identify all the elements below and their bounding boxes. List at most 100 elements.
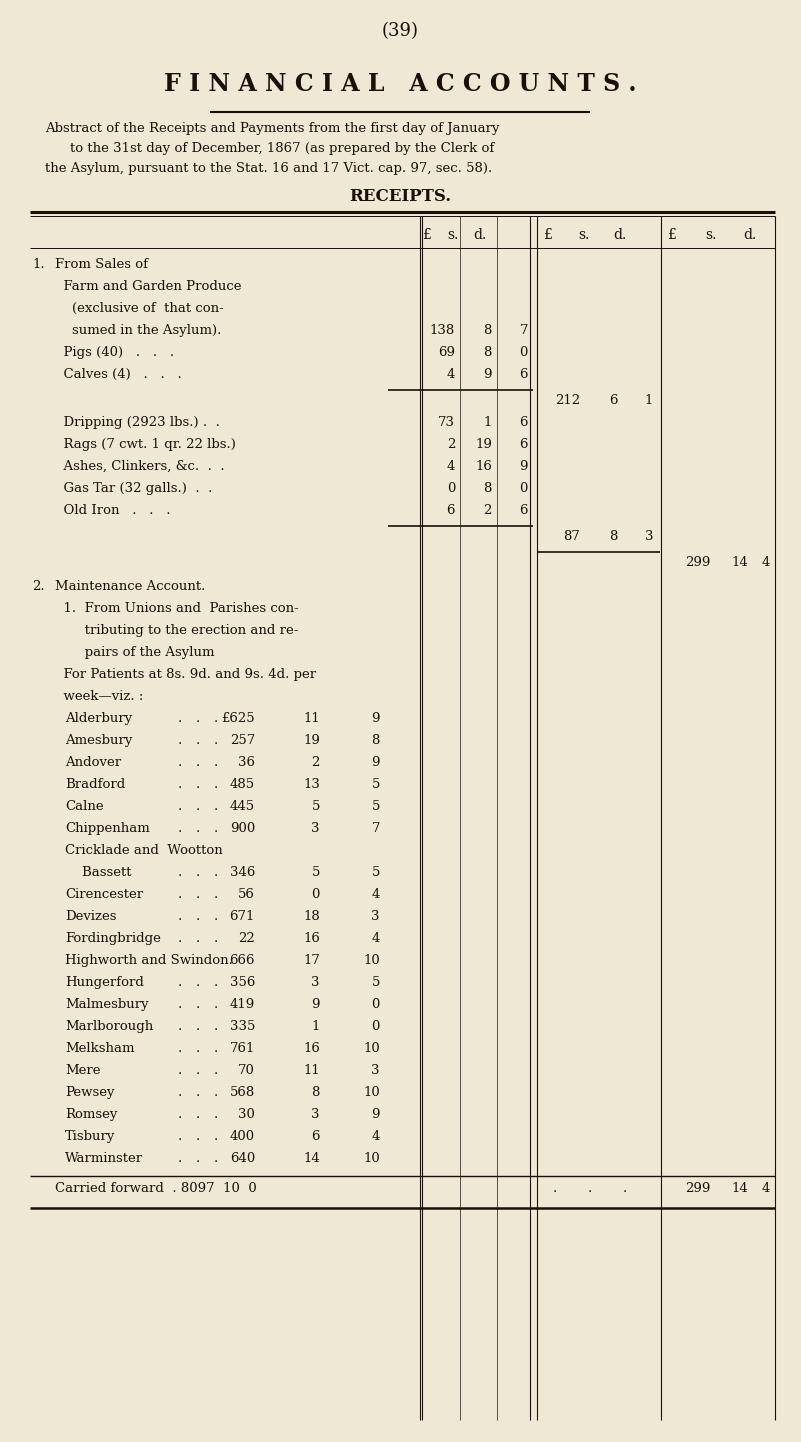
Text: £: £ (667, 228, 676, 242)
Text: .: . (196, 910, 200, 923)
Text: Calne: Calne (65, 800, 103, 813)
Text: 16: 16 (303, 932, 320, 945)
Text: 2.: 2. (32, 580, 45, 593)
Text: 19: 19 (303, 734, 320, 747)
Text: F I N A N C I A L   A C C O U N T S .: F I N A N C I A L A C C O U N T S . (163, 72, 636, 97)
Text: .: . (196, 1131, 200, 1144)
Text: .: . (178, 1019, 182, 1032)
Text: .: . (196, 1086, 200, 1099)
Text: Rags (7 cwt. 1 qr. 22 lbs.): Rags (7 cwt. 1 qr. 22 lbs.) (55, 438, 235, 451)
Text: .: . (214, 976, 218, 989)
Text: £625: £625 (221, 712, 255, 725)
Text: 3: 3 (312, 822, 320, 835)
Text: 5: 5 (372, 867, 380, 880)
Text: .: . (178, 1064, 182, 1077)
Text: 1: 1 (312, 1019, 320, 1032)
Text: (exclusive of  that con-: (exclusive of that con- (55, 301, 223, 314)
Text: 8: 8 (312, 1086, 320, 1099)
Text: 4: 4 (372, 1131, 380, 1144)
Text: 3: 3 (312, 976, 320, 989)
Text: 9: 9 (372, 1107, 380, 1120)
Text: d.: d. (613, 228, 626, 242)
Text: 0: 0 (447, 482, 455, 495)
Text: .: . (178, 1152, 182, 1165)
Text: 4: 4 (762, 1182, 770, 1195)
Text: .: . (178, 976, 182, 989)
Text: 17: 17 (303, 955, 320, 968)
Text: 761: 761 (230, 1043, 255, 1056)
Text: 4: 4 (447, 460, 455, 473)
Text: .: . (196, 800, 200, 813)
Text: sumed in the Asylum).: sumed in the Asylum). (55, 324, 221, 337)
Text: 0: 0 (520, 346, 528, 359)
Text: .: . (214, 1019, 218, 1032)
Text: d.: d. (473, 228, 486, 242)
Text: 1.: 1. (32, 258, 45, 271)
Text: 8: 8 (484, 482, 492, 495)
Text: Ashes, Clinkers, &c.  .  .: Ashes, Clinkers, &c. . . (55, 460, 224, 473)
Text: .: . (196, 932, 200, 945)
Text: 9: 9 (372, 712, 380, 725)
Text: Mere: Mere (65, 1064, 100, 1077)
Text: 299: 299 (685, 557, 710, 570)
Text: 400: 400 (230, 1131, 255, 1144)
Text: Dripping (2923 lbs.) .  .: Dripping (2923 lbs.) . . (55, 415, 220, 430)
Text: 4: 4 (447, 368, 455, 381)
Text: .: . (214, 779, 218, 792)
Text: .: . (214, 756, 218, 769)
Text: .: . (214, 712, 218, 725)
Text: to the 31st day of December, 1867 (as prepared by the Clerk of: to the 31st day of December, 1867 (as pr… (70, 141, 494, 154)
Text: 18: 18 (304, 910, 320, 923)
Text: 9: 9 (372, 756, 380, 769)
Text: 1: 1 (645, 394, 653, 407)
Text: 0: 0 (372, 1019, 380, 1032)
Text: 4: 4 (762, 557, 770, 570)
Text: 87: 87 (563, 531, 580, 544)
Text: 8: 8 (484, 346, 492, 359)
Text: 568: 568 (230, 1086, 255, 1099)
Text: 0: 0 (312, 888, 320, 901)
Text: .: . (178, 734, 182, 747)
Text: .: . (214, 1043, 218, 1056)
Text: Devizes: Devizes (65, 910, 116, 923)
Text: .: . (196, 1152, 200, 1165)
Text: £: £ (543, 228, 552, 242)
Text: 16: 16 (475, 460, 492, 473)
Text: 6: 6 (520, 368, 528, 381)
Text: 3: 3 (372, 1064, 380, 1077)
Text: 11: 11 (304, 1064, 320, 1077)
Text: .: . (178, 800, 182, 813)
Text: .: . (178, 779, 182, 792)
Text: 335: 335 (230, 1019, 255, 1032)
Text: .: . (196, 888, 200, 901)
Text: .: . (178, 932, 182, 945)
Text: .: . (196, 822, 200, 835)
Text: the Asylum, pursuant to the Stat. 16 and 17 Vict. cap. 97, sec. 58).: the Asylum, pursuant to the Stat. 16 and… (45, 162, 493, 174)
Text: .: . (178, 867, 182, 880)
Text: .: . (214, 910, 218, 923)
Text: 5: 5 (372, 976, 380, 989)
Text: 3: 3 (645, 531, 653, 544)
Text: .: . (214, 734, 218, 747)
Text: 9: 9 (484, 368, 492, 381)
Text: pairs of the Asylum: pairs of the Asylum (55, 646, 215, 659)
Text: 299: 299 (685, 1182, 710, 1195)
Text: .: . (178, 712, 182, 725)
Text: d.: d. (743, 228, 756, 242)
Text: 16: 16 (303, 1043, 320, 1056)
Text: .: . (196, 976, 200, 989)
Text: .: . (178, 1043, 182, 1056)
Text: 1: 1 (484, 415, 492, 430)
Text: 13: 13 (303, 779, 320, 792)
Text: .: . (214, 888, 218, 901)
Text: 138: 138 (430, 324, 455, 337)
Text: 73: 73 (438, 415, 455, 430)
Text: 356: 356 (230, 976, 255, 989)
Text: Fordingbridge: Fordingbridge (65, 932, 161, 945)
Text: .: . (214, 867, 218, 880)
Text: Carried forward  . 8097  10  0: Carried forward . 8097 10 0 (55, 1182, 257, 1195)
Text: .: . (214, 800, 218, 813)
Text: RECEIPTS.: RECEIPTS. (349, 187, 451, 205)
Text: .: . (178, 1131, 182, 1144)
Text: For Patients at 8s. 9d. and 9s. 4d. per: For Patients at 8s. 9d. and 9s. 4d. per (55, 668, 316, 681)
